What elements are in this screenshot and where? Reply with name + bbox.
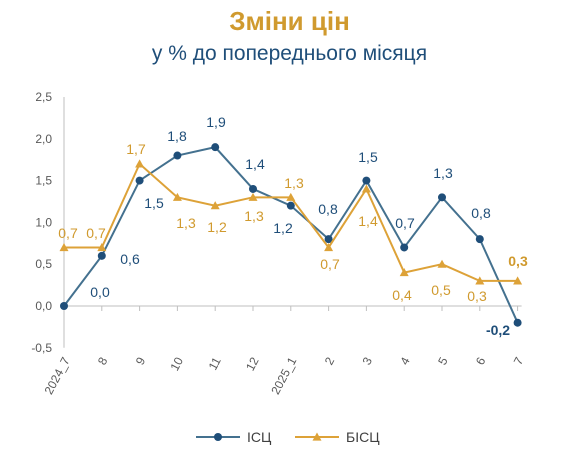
data-label-biscz: 0,7 [58, 225, 78, 241]
x-tick-label: 7 [511, 355, 527, 368]
x-tick-label: 4 [397, 355, 413, 368]
data-label-iscz: 0,8 [318, 201, 338, 217]
data-point-biscz [248, 192, 258, 201]
x-tick-label: 6 [473, 355, 489, 368]
data-label-iscz: 1,2 [273, 220, 293, 236]
x-tick-label: 2 [322, 355, 338, 368]
chart-subtitle: у % до попереднього місяця [151, 42, 428, 65]
legend-marker-biscz [312, 432, 322, 441]
data-point-biscz [97, 242, 107, 252]
data-label-biscz: 1,4 [358, 213, 378, 229]
data-point-biscz [135, 159, 145, 168]
data-point-biscz [59, 242, 69, 252]
data-point-biscz [399, 268, 409, 277]
data-label-iscz: -0,2 [486, 322, 510, 338]
data-label-iscz: 0,0 [90, 284, 110, 300]
legend-marker-iscz [214, 433, 222, 441]
y-tick-label: 1,5 [35, 174, 52, 188]
data-label-biscz: 1,3 [244, 208, 264, 224]
legend-label-iscz: ІСЦ [247, 429, 272, 445]
x-tick-label: 2024_7 [41, 355, 72, 397]
data-point-biscz [513, 276, 523, 285]
data-label-iscz: 1,9 [206, 114, 226, 130]
data-point-iscz [211, 143, 220, 152]
x-tick-label: 8 [95, 355, 111, 368]
data-point-iscz [286, 201, 295, 210]
x-tick-label: 3 [360, 355, 376, 368]
y-tick-label: 2,0 [35, 132, 52, 146]
data-label-biscz: 0,3 [508, 253, 528, 269]
x-tick-label: 11 [206, 355, 224, 373]
data-point-iscz [513, 318, 522, 327]
data-point-biscz [324, 242, 334, 252]
data-point-biscz [437, 259, 447, 268]
x-tick-label: 10 [167, 355, 186, 374]
y-tick-label: -0,5 [31, 341, 52, 355]
data-label-biscz: 1,2 [207, 219, 227, 235]
x-tick-label: 2025_1 [268, 355, 299, 397]
x-tick-label: 5 [435, 355, 451, 368]
data-point-iscz [438, 193, 446, 202]
data-point-biscz [361, 184, 371, 193]
data-point-iscz [324, 235, 333, 244]
data-point-iscz [475, 235, 484, 244]
data-point-biscz [475, 276, 485, 285]
chart-title: Зміни цін [229, 6, 350, 36]
data-label-iscz: 1,4 [245, 156, 265, 172]
data-point-iscz [362, 176, 371, 185]
data-label-iscz: 0,7 [395, 215, 415, 231]
data-label-iscz: 0,6 [120, 251, 140, 267]
data-point-iscz [135, 176, 144, 185]
data-label-biscz: 0,4 [392, 287, 412, 303]
data-label-biscz: 0,3 [467, 288, 487, 304]
data-label-iscz: 0,8 [471, 205, 491, 221]
y-tick-label: 2,5 [35, 90, 52, 104]
data-label-biscz: 0,5 [431, 282, 451, 298]
x-tick-label: 12 [243, 355, 262, 374]
data-point-iscz [60, 302, 68, 310]
y-tick-label: 0,0 [35, 299, 52, 313]
data-label-biscz: 1,7 [126, 141, 146, 157]
data-label-biscz: 1,3 [284, 175, 304, 191]
data-point-iscz [249, 184, 257, 193]
legend-label-biscz: БІСЦ [346, 429, 380, 445]
data-point-iscz [173, 151, 182, 160]
y-tick-label: 0,5 [35, 257, 52, 271]
data-point-biscz [210, 201, 220, 210]
data-label-biscz: 0,7 [86, 225, 106, 241]
data-point-iscz [400, 243, 409, 252]
data-point-iscz [97, 251, 106, 260]
data-label-iscz: 1,3 [433, 165, 453, 181]
data-point-biscz [172, 192, 182, 201]
data-label-iscz: 1,5 [144, 195, 164, 211]
data-point-biscz [286, 192, 296, 201]
data-label-biscz: 0,7 [320, 256, 340, 272]
data-label-biscz: 1,3 [176, 215, 196, 231]
data-label-iscz: 1,5 [358, 149, 378, 165]
y-tick-label: 1,0 [35, 215, 52, 229]
x-tick-label: 9 [133, 355, 149, 368]
data-label-iscz: 1,8 [167, 128, 187, 144]
